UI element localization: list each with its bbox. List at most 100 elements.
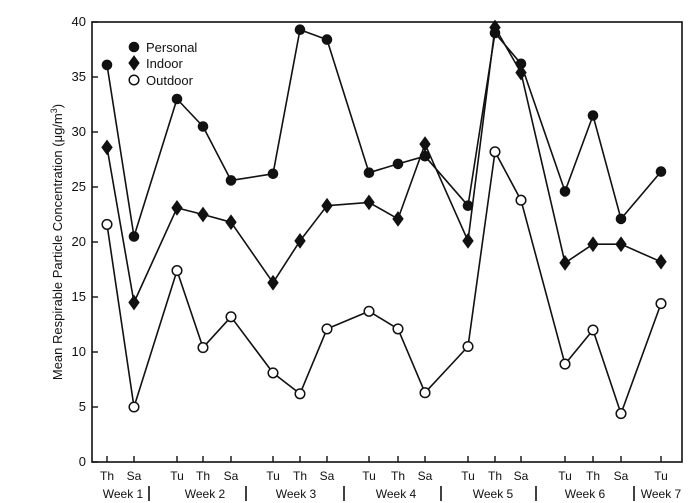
data-point bbox=[615, 236, 627, 253]
y-axis-label-main: Mean Respirable Particle Concentration ( bbox=[50, 142, 65, 380]
data-point bbox=[392, 158, 404, 170]
x-tick-label: Sa bbox=[224, 469, 239, 483]
series-outdoor bbox=[101, 146, 667, 420]
data-point bbox=[171, 265, 183, 277]
week-label: Week 6 bbox=[565, 487, 606, 501]
data-point bbox=[321, 34, 333, 45]
data-point bbox=[392, 323, 404, 335]
x-tick-label: Sa bbox=[320, 469, 335, 483]
series-line bbox=[106, 28, 662, 238]
week-label: Week 5 bbox=[473, 487, 514, 501]
data-point bbox=[171, 200, 183, 216]
y-tick-label: 15 bbox=[72, 289, 86, 304]
data-point bbox=[128, 294, 140, 311]
data-point bbox=[225, 311, 237, 323]
x-tick-label: Th bbox=[100, 469, 114, 483]
data-point bbox=[655, 298, 667, 310]
y-tick-label: 30 bbox=[72, 124, 86, 139]
y-axis-label-unit: μg/m bbox=[50, 113, 65, 142]
data-point bbox=[197, 342, 209, 354]
data-point bbox=[321, 197, 333, 214]
data-point bbox=[128, 231, 140, 242]
legend-label: Indoor bbox=[146, 56, 184, 71]
data-point bbox=[128, 74, 140, 86]
data-point bbox=[101, 218, 113, 230]
legend-entry: Outdoor bbox=[128, 73, 194, 88]
data-point bbox=[392, 211, 404, 227]
x-tick-label: Th bbox=[391, 469, 405, 483]
data-point bbox=[171, 93, 183, 105]
data-point bbox=[294, 233, 306, 249]
week-label: Week 7 bbox=[641, 487, 682, 501]
data-point bbox=[462, 233, 474, 249]
data-point bbox=[615, 213, 627, 225]
legend-label: Outdoor bbox=[146, 73, 194, 88]
data-point bbox=[587, 236, 599, 253]
data-point bbox=[267, 367, 279, 379]
data-point bbox=[128, 41, 140, 53]
week-label: Week 2 bbox=[185, 487, 226, 501]
x-tick-label: Tu bbox=[266, 469, 280, 483]
x-tick-label: Th bbox=[293, 469, 307, 483]
data-point bbox=[587, 110, 599, 121]
data-point bbox=[462, 340, 474, 353]
week-label: Week 3 bbox=[276, 487, 317, 501]
data-point bbox=[363, 167, 375, 178]
data-point bbox=[128, 401, 140, 413]
x-tick-label: Tu bbox=[170, 469, 184, 483]
data-point bbox=[489, 146, 501, 158]
data-point bbox=[559, 255, 571, 271]
x-tick-label: Th bbox=[488, 469, 502, 483]
data-point bbox=[559, 358, 571, 370]
y-tick-label: 10 bbox=[72, 344, 86, 359]
series-indoor bbox=[101, 19, 667, 311]
data-point bbox=[363, 305, 375, 317]
data-point bbox=[363, 194, 375, 211]
y-tick-label: 5 bbox=[79, 399, 86, 414]
week-label: Week 4 bbox=[376, 487, 417, 501]
data-point bbox=[559, 186, 571, 197]
x-tick-label: Tu bbox=[362, 469, 376, 483]
legend-label: Personal bbox=[146, 40, 197, 55]
y-axis-label: Mean Respirable Particle Concentration (… bbox=[49, 104, 65, 380]
x-tick-label: Tu bbox=[461, 469, 475, 483]
y-axis-label-close: ) bbox=[50, 104, 65, 108]
data-point bbox=[489, 19, 501, 36]
data-point bbox=[128, 55, 140, 71]
x-tick-label: Sa bbox=[514, 469, 529, 483]
data-point bbox=[267, 168, 279, 180]
x-tick-label: Tu bbox=[654, 469, 668, 483]
x-tick-label: Th bbox=[586, 469, 600, 483]
x-tick-label: Tu bbox=[558, 469, 572, 483]
data-point bbox=[419, 136, 431, 152]
series-personal bbox=[101, 24, 667, 242]
data-point bbox=[515, 64, 527, 81]
legend-entry: Personal bbox=[128, 40, 197, 55]
data-point bbox=[515, 194, 527, 206]
data-point bbox=[294, 24, 306, 36]
data-point bbox=[655, 253, 667, 270]
data-point bbox=[294, 388, 306, 400]
data-point bbox=[197, 206, 209, 223]
week-label: Week 1 bbox=[103, 487, 144, 501]
x-tick-label: Sa bbox=[127, 469, 142, 483]
x-tick-label: Sa bbox=[614, 469, 629, 483]
data-point bbox=[587, 324, 599, 336]
axes-layer: 0 5 10 15 20 25 30 35 40 Th Sa Tu Th Sa Tu Th Sa Tu Th Sa Tu… bbox=[72, 14, 683, 501]
y-tick-label: 25 bbox=[72, 179, 86, 194]
data-point bbox=[101, 139, 113, 156]
x-tick-label: Sa bbox=[418, 469, 433, 483]
y-tick-label: 35 bbox=[72, 69, 86, 84]
x-tick-label: Th bbox=[196, 469, 210, 483]
series-layer bbox=[101, 19, 667, 420]
series-line bbox=[106, 151, 662, 415]
legend-entry: Indoor bbox=[128, 55, 184, 71]
data-point bbox=[419, 387, 431, 399]
data-point bbox=[197, 121, 209, 132]
y-tick-label: 40 bbox=[72, 14, 86, 29]
data-point bbox=[225, 214, 237, 231]
data-point bbox=[321, 323, 333, 335]
data-point bbox=[225, 175, 237, 186]
